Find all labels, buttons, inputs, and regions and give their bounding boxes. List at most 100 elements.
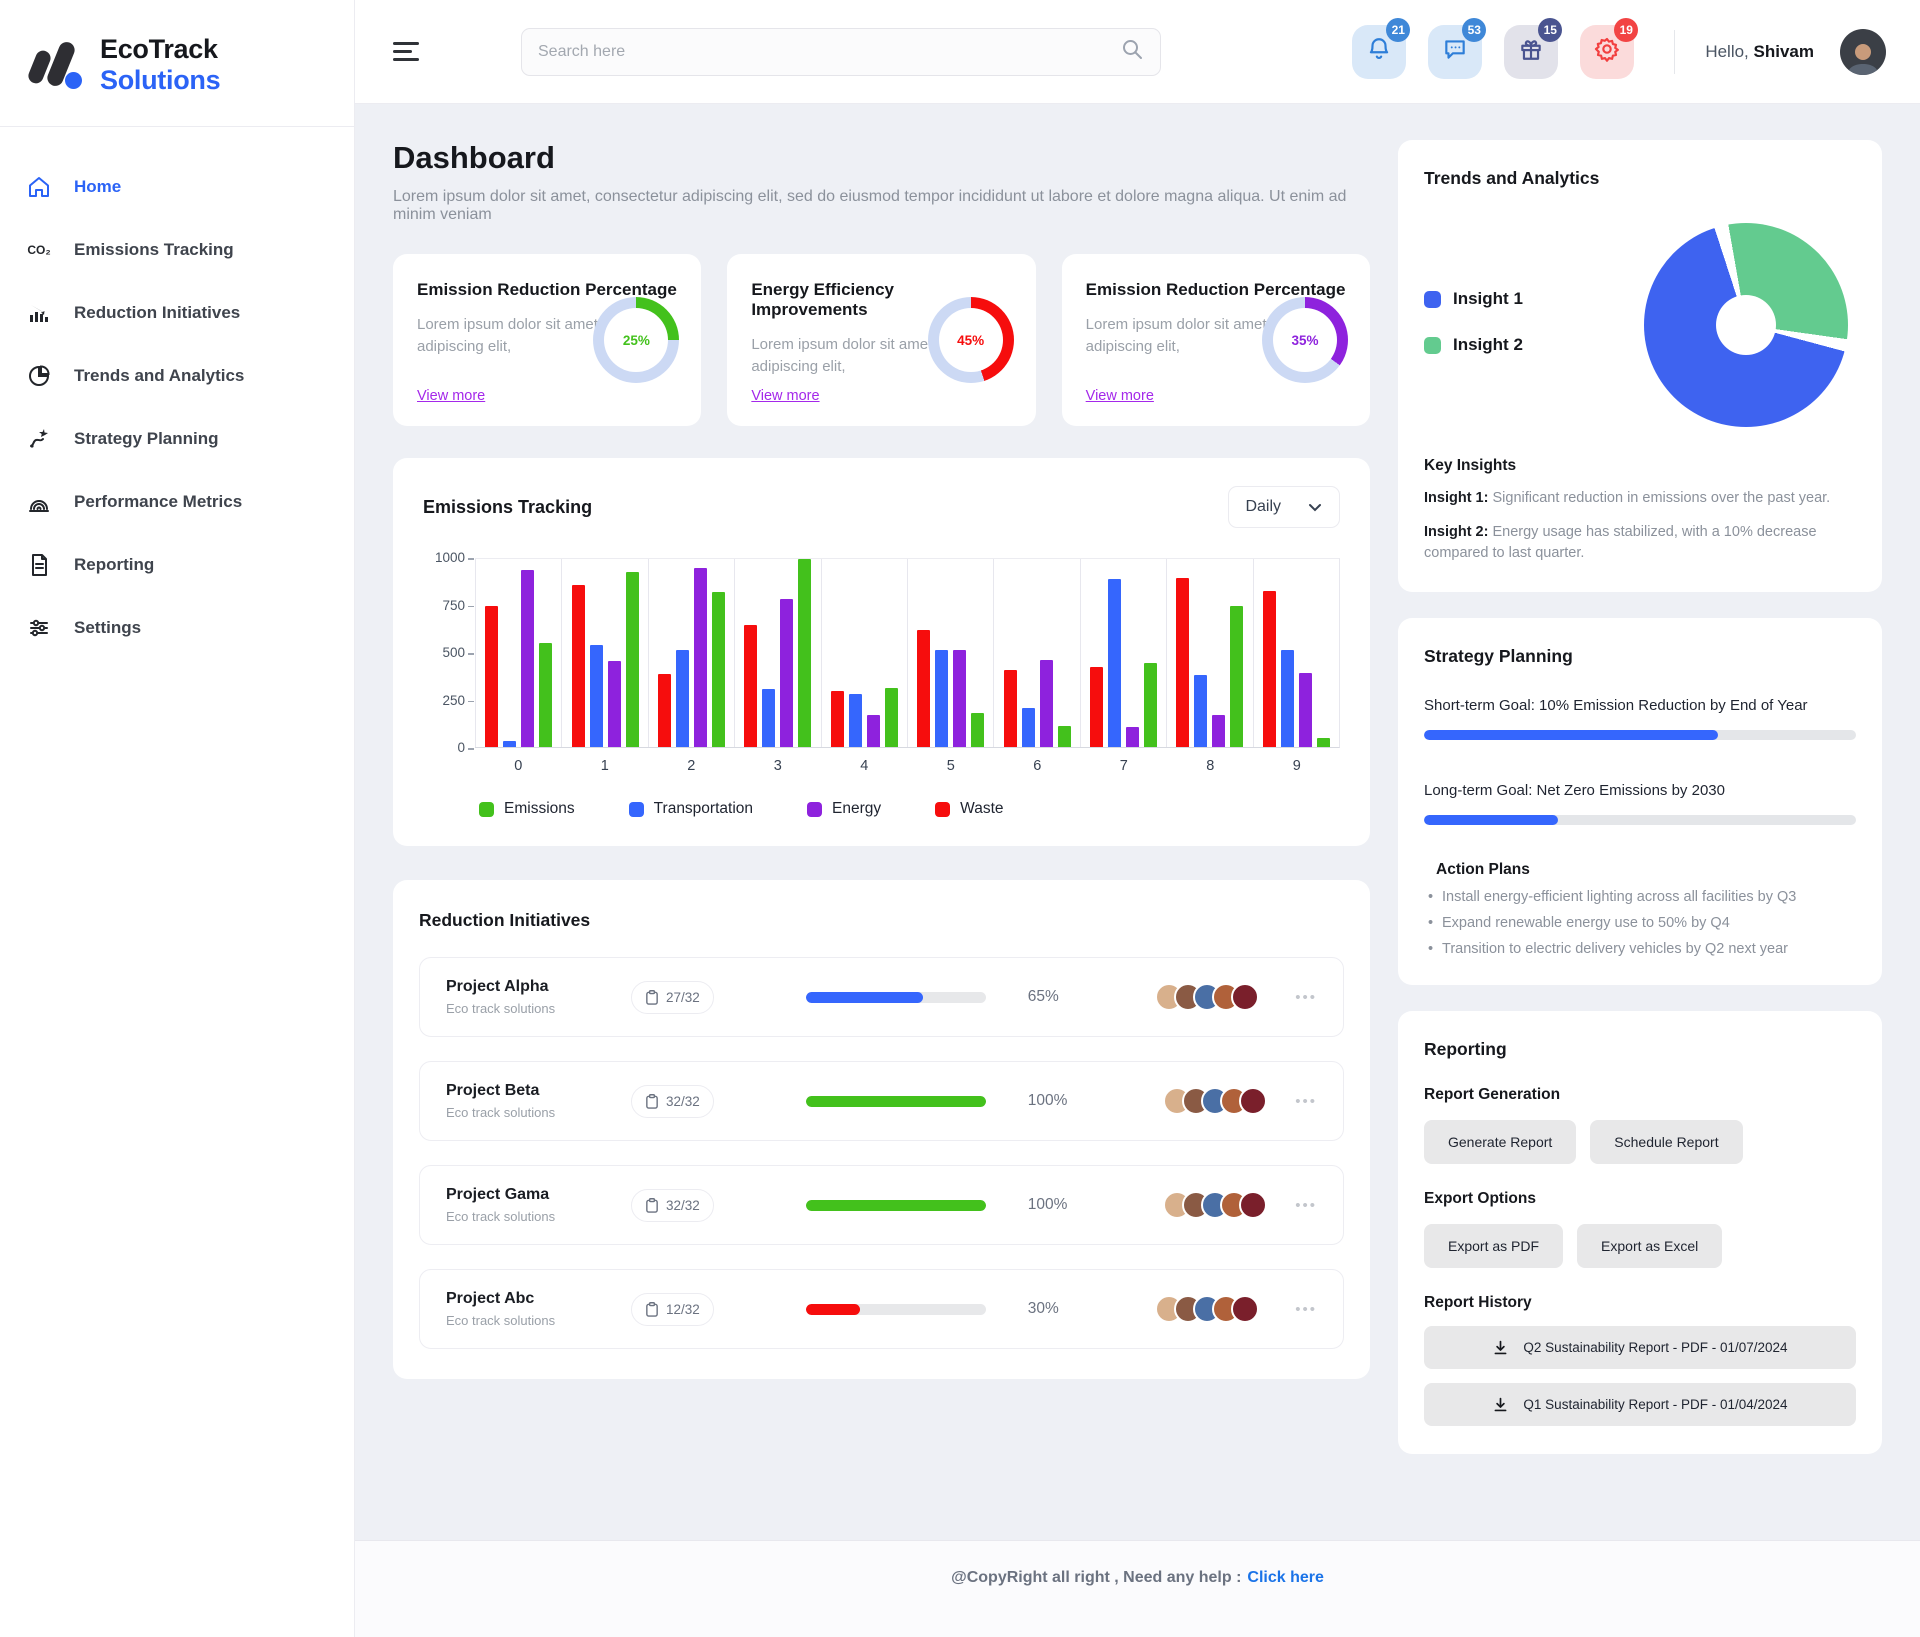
- bell-icon: [1366, 36, 1392, 67]
- messages-button[interactable]: 53: [1428, 17, 1487, 79]
- task-count-badge: 32/32: [631, 1084, 714, 1118]
- bar-waste-6: [1003, 669, 1017, 747]
- pie-chart-icon: [26, 363, 52, 389]
- sidebar-item-emissions-tracking[interactable]: CO₂ Emissions Tracking: [0, 218, 354, 281]
- key-insights-title: Key Insights: [1424, 457, 1517, 474]
- search-icon[interactable]: [1120, 37, 1144, 66]
- export-excel-button[interactable]: Export as Excel: [1577, 1224, 1723, 1269]
- content: Dashboard Lorem ipsum dolor sit amet, co…: [355, 104, 1920, 1540]
- report-generation-title: Report Generation: [1424, 1086, 1561, 1104]
- sidebar: EcoTrack Solutions Home CO₂ Emissions Tr…: [0, 0, 355, 1637]
- history-q1-report[interactable]: Q1 Sustainability Report - PDF - 01/04/2…: [1424, 1383, 1856, 1427]
- chart-title: Emissions Tracking: [423, 496, 593, 517]
- download-icon: [1494, 1340, 1507, 1355]
- content-right: Trends and Analytics Insight 1 Insight 2: [1398, 140, 1882, 1540]
- strategy-icon: [26, 426, 52, 452]
- x-tick-7: 7: [1119, 758, 1128, 774]
- project-org: Eco track solutions: [446, 1105, 556, 1120]
- row-menu-ellipsis-icon[interactable]: •••: [1295, 1300, 1317, 1318]
- action-plans-list: Install energy-efficient lighting across…: [1424, 889, 1856, 957]
- gift-icon: [1518, 36, 1544, 67]
- stat-body: Lorem ipsum dolor sit amet, adipiscing e…: [417, 316, 603, 355]
- bar-transportation-0: [503, 741, 517, 747]
- bar-chart-plot: [475, 559, 1339, 747]
- content-left: Dashboard Lorem ipsum dolor sit amet, co…: [393, 140, 1370, 1540]
- bar-chart: 0 250 500 750 1000: [423, 550, 1340, 755]
- gauge-icon: [26, 489, 52, 515]
- sidebar-item-home[interactable]: Home: [0, 155, 354, 218]
- settings-quick-button[interactable]: 19: [1580, 17, 1639, 79]
- generate-report-button[interactable]: Generate Report: [1424, 1120, 1577, 1165]
- stat-card-emission-reduction-2: Emission Reduction Percentage Lorem ipsu…: [1061, 254, 1370, 426]
- notifications-button[interactable]: 21: [1352, 17, 1411, 79]
- insights-pie-chart: [1644, 223, 1848, 427]
- user-avatar[interactable]: [1840, 28, 1886, 75]
- menu-hamburger-icon[interactable]: [393, 40, 423, 64]
- sidebar-item-performance-metrics[interactable]: Performance Metrics: [0, 470, 354, 533]
- export-options-title: Export Options: [1424, 1190, 1536, 1208]
- project-progress: [805, 1095, 986, 1107]
- sidebar-item-label: Reduction Initiatives: [74, 302, 241, 322]
- sidebar-item-label: Home: [74, 176, 122, 196]
- view-more-link[interactable]: View more: [751, 388, 820, 404]
- view-more-link[interactable]: View more: [417, 388, 486, 404]
- period-value: Daily: [1245, 498, 1281, 515]
- action-plans-title: Action Plans: [1436, 861, 1530, 879]
- rewards-button[interactable]: 15: [1504, 17, 1563, 79]
- task-count-badge: 27/32: [631, 980, 714, 1014]
- export-pdf-button[interactable]: Export as PDF: [1424, 1224, 1564, 1269]
- sidebar-item-settings[interactable]: Settings: [0, 596, 354, 659]
- bar-transportation-3: [762, 688, 776, 747]
- project-org: Eco track solutions: [446, 1001, 556, 1016]
- footer: @CopyRight all right , Need any help : C…: [355, 1540, 1920, 1637]
- x-tick-3: 3: [773, 758, 782, 774]
- bar-waste-3: [744, 624, 758, 747]
- history-q2-report[interactable]: Q2 Sustainability Report - PDF - 01/07/2…: [1424, 1326, 1856, 1370]
- gauge-value: 45%: [957, 332, 985, 348]
- long-term-goal-label: Long-term Goal: Net Zero Emissions by 20…: [1424, 782, 1725, 800]
- chevron-down-icon: [1309, 504, 1321, 512]
- x-tick-6: 6: [1033, 758, 1042, 774]
- sidebar-item-label: Emissions Tracking: [74, 239, 234, 259]
- page-subtitle: Lorem ipsum dolor sit amet, consectetur …: [393, 188, 1347, 223]
- bar-emissions-8: [1230, 606, 1244, 747]
- bar-transportation-4: [848, 694, 862, 747]
- search-input[interactable]: [538, 42, 1120, 61]
- avatar-5: [1239, 1087, 1268, 1115]
- clipboard-icon: [646, 1093, 658, 1109]
- clipboard-icon: [646, 989, 658, 1005]
- schedule-report-button[interactable]: Schedule Report: [1590, 1120, 1743, 1165]
- brand-name: EcoTrack Solutions: [100, 34, 221, 95]
- period-dropdown[interactable]: Daily: [1228, 486, 1340, 528]
- row-menu-ellipsis-icon[interactable]: •••: [1295, 1092, 1317, 1110]
- sidebar-item-trends-analytics[interactable]: Trends and Analytics: [0, 344, 354, 407]
- sidebar-item-label: Settings: [74, 617, 142, 637]
- bar-chart-ylabels: 0 250 500 750 1000: [423, 550, 475, 755]
- sidebar-item-strategy-planning[interactable]: Strategy Planning: [0, 407, 354, 470]
- help-link[interactable]: Click here: [1247, 1569, 1324, 1586]
- bar-energy-0: [521, 570, 535, 747]
- stat-body: Lorem ipsum dolor sit amet, adipiscing e…: [1085, 316, 1271, 355]
- y-tick-0: 0: [457, 740, 474, 755]
- bar-energy-2: [694, 568, 708, 747]
- bar-chart-plot-frame: [475, 558, 1340, 748]
- search-bar: [521, 27, 1161, 76]
- bar-emissions-3: [798, 559, 812, 747]
- x-tick-0: 0: [514, 758, 523, 774]
- row-menu-ellipsis-icon[interactable]: •••: [1295, 1196, 1317, 1214]
- legend-waste: Waste: [935, 800, 1004, 818]
- view-more-link[interactable]: View more: [1085, 388, 1154, 404]
- project-team-avatars: [1163, 1087, 1268, 1115]
- bar-group-0: [475, 559, 561, 747]
- insight-1-swatch: [1424, 290, 1441, 308]
- y-tick-500: 500: [442, 645, 474, 660]
- row-menu-ellipsis-icon[interactable]: •••: [1295, 988, 1317, 1006]
- bar-emissions-2: [712, 591, 726, 747]
- short-term-goal-label: Short-term Goal: 10% Emission Reduction …: [1424, 697, 1808, 715]
- y-tick-750: 750: [442, 597, 474, 613]
- sidebar-item-reduction-initiatives[interactable]: Reduction Initiatives: [0, 281, 354, 344]
- avatar-5: [1230, 983, 1259, 1011]
- sidebar-item-reporting[interactable]: Reporting: [0, 533, 354, 596]
- donut-gauge: 25%: [593, 297, 680, 383]
- bar-waste-2: [658, 673, 672, 747]
